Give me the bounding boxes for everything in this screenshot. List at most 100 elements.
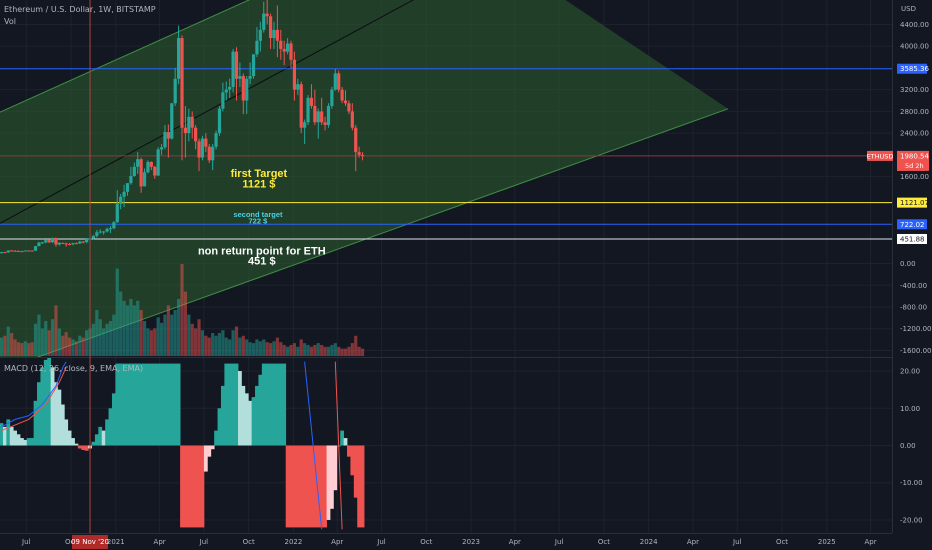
candle[interactable]: [306, 95, 310, 125]
candle[interactable]: [105, 227, 109, 233]
candle[interactable]: [6, 250, 10, 253]
candle[interactable]: [357, 146, 361, 158]
candle[interactable]: [98, 229, 102, 234]
candle[interactable]: [194, 124, 198, 150]
candle[interactable]: [333, 69, 337, 91]
candle[interactable]: [166, 124, 170, 158]
candle[interactable]: [228, 78, 232, 98]
candle[interactable]: [296, 78, 300, 96]
candle[interactable]: [326, 103, 331, 128]
candle[interactable]: [10, 249, 14, 252]
candle[interactable]: [132, 162, 136, 177]
candle[interactable]: [316, 108, 320, 139]
macd-legend[interactable]: MACD (12, 26, close, 9, EMA, EMA): [4, 364, 144, 373]
candle[interactable]: [289, 40, 293, 68]
candle[interactable]: [180, 35, 184, 161]
candle[interactable]: [13, 250, 17, 252]
candle[interactable]: [142, 168, 147, 187]
candle[interactable]: [136, 152, 140, 174]
price-tag[interactable]: [897, 219, 927, 230]
candle[interactable]: [272, 21, 276, 49]
annotation-text[interactable]: 451 $: [248, 256, 276, 268]
candle[interactable]: [122, 184, 126, 208]
candle[interactable]: [320, 97, 324, 125]
candle[interactable]: [64, 242, 68, 247]
candle[interactable]: [350, 103, 354, 131]
annotation-text[interactable]: non return point for ETH: [198, 245, 326, 257]
candle[interactable]: [292, 51, 297, 101]
candle[interactable]: [40, 241, 44, 244]
candle[interactable]: [238, 62, 242, 87]
candle[interactable]: [153, 165, 157, 179]
candle[interactable]: [3, 251, 7, 254]
symbol-legend[interactable]: Ethereum / U.S. Dollar, 1W, BITSTAMP: [4, 5, 156, 14]
crosshair-date-tag[interactable]: [72, 535, 109, 549]
candle[interactable]: [282, 40, 286, 66]
candle[interactable]: [119, 193, 123, 210]
candle[interactable]: [102, 230, 106, 235]
candle[interactable]: [343, 90, 348, 106]
candle[interactable]: [279, 29, 283, 60]
candle[interactable]: [197, 138, 201, 172]
channel-mid-line[interactable]: [0, 0, 416, 224]
candle[interactable]: [20, 250, 24, 253]
candle[interactable]: [81, 240, 85, 244]
candle[interactable]: [354, 124, 358, 172]
price-tag[interactable]: [897, 197, 927, 208]
candle[interactable]: [347, 100, 351, 115]
candle[interactable]: [16, 250, 21, 252]
candle[interactable]: [67, 242, 72, 246]
candle[interactable]: [187, 108, 191, 142]
candle[interactable]: [217, 105, 222, 136]
candle[interactable]: [248, 62, 252, 85]
candle[interactable]: [54, 237, 58, 247]
candle[interactable]: [183, 105, 188, 158]
candle[interactable]: [313, 89, 317, 125]
candle[interactable]: [37, 241, 41, 247]
price-tag[interactable]: [897, 233, 927, 244]
candle[interactable]: [234, 47, 239, 101]
candle[interactable]: [330, 86, 334, 109]
candle[interactable]: [340, 86, 344, 104]
candle[interactable]: [170, 103, 174, 140]
candle[interactable]: [323, 116, 327, 131]
candle[interactable]: [190, 111, 194, 139]
candle[interactable]: [303, 119, 307, 144]
annotation-text[interactable]: second target: [233, 210, 283, 219]
candle[interactable]: [245, 76, 249, 115]
symbol-tag-badge[interactable]: [867, 150, 893, 161]
candle[interactable]: [125, 183, 130, 196]
last-price-tag[interactable]: [897, 150, 929, 171]
candle[interactable]: [286, 38, 290, 55]
candle[interactable]: [30, 250, 34, 252]
candle[interactable]: [61, 242, 65, 244]
candle[interactable]: [224, 81, 228, 101]
channel-upper-line[interactable]: [0, 0, 438, 113]
price-tag[interactable]: [897, 63, 927, 74]
candle[interactable]: [33, 245, 38, 251]
candle[interactable]: [265, 0, 269, 25]
candle[interactable]: [78, 240, 82, 244]
candle[interactable]: [258, 21, 262, 52]
candle[interactable]: [337, 70, 341, 93]
candle[interactable]: [23, 250, 27, 252]
candle[interactable]: [262, 1, 266, 33]
candle[interactable]: [309, 84, 314, 109]
candle[interactable]: [214, 130, 218, 150]
candle[interactable]: [231, 48, 235, 93]
candle[interactable]: [173, 67, 177, 106]
candle[interactable]: [268, 13, 273, 49]
candle[interactable]: [255, 27, 259, 58]
candle[interactable]: [146, 160, 150, 174]
candle[interactable]: [0, 251, 4, 254]
candle[interactable]: [299, 81, 303, 134]
candle[interactable]: [156, 147, 160, 177]
candle[interactable]: [200, 135, 205, 161]
candle[interactable]: [129, 166, 133, 185]
candle[interactable]: [176, 25, 181, 85]
candle[interactable]: [50, 237, 55, 243]
candle[interactable]: [95, 229, 99, 238]
candle[interactable]: [275, 5, 279, 58]
annotation-text[interactable]: first Target: [231, 168, 288, 180]
